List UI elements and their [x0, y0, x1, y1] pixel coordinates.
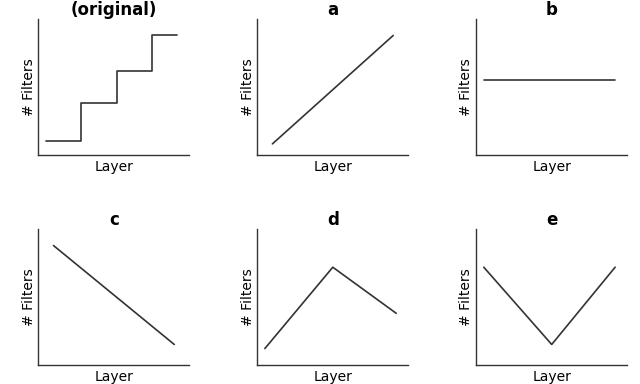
Title: c: c: [109, 211, 119, 229]
Y-axis label: # Filters: # Filters: [460, 268, 474, 326]
Y-axis label: # Filters: # Filters: [241, 268, 255, 326]
Title: base
(original): base (original): [70, 0, 157, 19]
Y-axis label: # Filters: # Filters: [460, 58, 474, 116]
Title: d: d: [327, 211, 339, 229]
Y-axis label: # Filters: # Filters: [241, 58, 255, 116]
X-axis label: Layer: Layer: [532, 370, 571, 384]
X-axis label: Layer: Layer: [314, 160, 352, 174]
Title: e: e: [546, 211, 557, 229]
X-axis label: Layer: Layer: [95, 370, 133, 384]
X-axis label: Layer: Layer: [95, 160, 133, 174]
X-axis label: Layer: Layer: [314, 370, 352, 384]
Title: a: a: [327, 1, 339, 19]
X-axis label: Layer: Layer: [532, 160, 571, 174]
Y-axis label: # Filters: # Filters: [22, 268, 36, 326]
Title: b: b: [546, 1, 557, 19]
Y-axis label: # Filters: # Filters: [22, 58, 36, 116]
